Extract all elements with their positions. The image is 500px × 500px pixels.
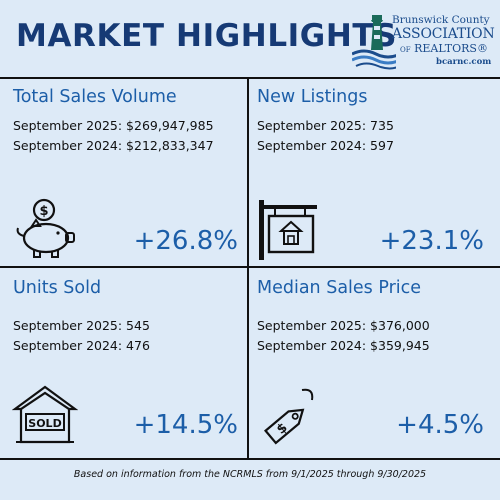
new-listings-title: New Listings: [257, 87, 368, 107]
middle-divider: [0, 266, 500, 268]
total-sales-2025: September 2025: $269,947,985: [13, 118, 214, 133]
logo-of-text: OF: [400, 46, 411, 54]
svg-text:$: $: [274, 420, 291, 437]
units-sold-change: +14.5%: [133, 410, 238, 440]
total-sales-volume-title: Total Sales Volume: [13, 87, 177, 107]
logo-association-text: ASSOCIATION: [392, 26, 495, 42]
logo-realtors-word: REALTORS®: [414, 42, 488, 55]
sold-sign-icon: SOLD: [11, 384, 79, 450]
lighthouse-icon: [352, 15, 396, 70]
median-price-change: +4.5%: [396, 410, 484, 440]
new-listings-2025: September 2025: 735: [257, 118, 394, 133]
median-price-2025: September 2025: $376,000: [257, 318, 430, 333]
price-tag-icon: $: [256, 386, 322, 454]
svg-text:$: $: [39, 204, 48, 219]
bottom-divider: [0, 458, 500, 460]
vertical-divider: [247, 78, 249, 459]
units-sold-2024: September 2024: 476: [13, 338, 150, 353]
association-logo: Brunswick County ASSOCIATION OF REALTORS…: [352, 10, 495, 70]
logo-realtors-text: OF REALTORS®: [400, 42, 488, 55]
logo-county-text: Brunswick County: [392, 14, 490, 26]
units-sold-title: Units Sold: [13, 278, 102, 298]
total-sales-change: +26.8%: [133, 226, 238, 256]
median-sales-price-title: Median Sales Price: [257, 278, 422, 298]
piggy-bank-icon: $: [12, 198, 82, 264]
units-sold-2025: September 2025: 545: [13, 318, 150, 333]
new-listings-change: +23.1%: [379, 226, 484, 256]
footer-note: Based on information from the NCRMLS fro…: [73, 469, 427, 480]
page-title: MARKET HIGHLIGHTS: [16, 18, 398, 54]
median-price-2024: September 2024: $359,945: [257, 338, 430, 353]
total-sales-2024: September 2024: $212,833,347: [13, 138, 214, 153]
house-sign-icon: [255, 196, 321, 266]
top-divider: [0, 77, 500, 79]
logo-url-text: bcarnc.com: [436, 57, 492, 67]
sold-sign-text: SOLD: [28, 417, 61, 430]
new-listings-2024: September 2024: 597: [257, 138, 394, 153]
